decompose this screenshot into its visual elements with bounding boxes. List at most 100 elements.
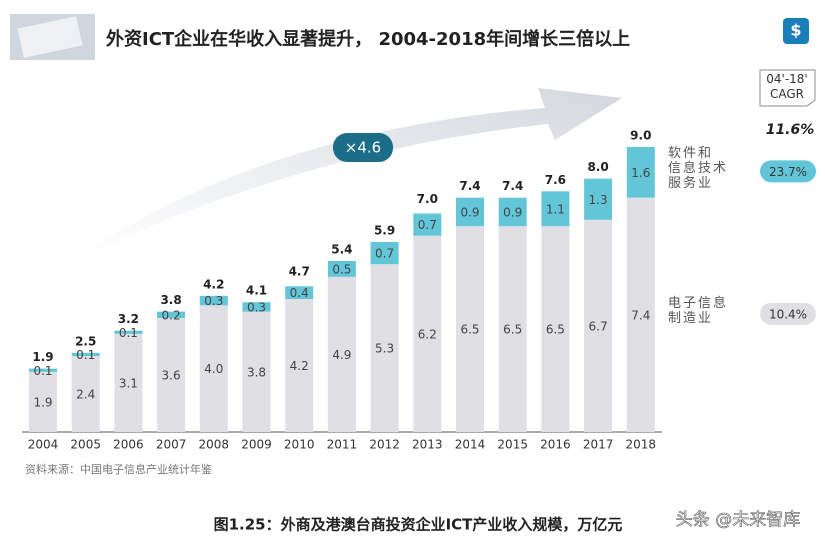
x-tick-label: 2007	[156, 438, 187, 452]
bar-segment	[157, 311, 186, 318]
x-tick-label: 2016	[540, 438, 571, 452]
bar-segment	[199, 305, 228, 432]
x-tick-label: 2008	[199, 438, 230, 452]
total-label: 3.8	[160, 293, 181, 307]
value-label: 0.5	[332, 262, 351, 276]
x-tick-label: 2018	[626, 438, 657, 452]
x-tick-label: 2013	[412, 438, 443, 452]
growth-arrow	[80, 88, 622, 258]
value-label: 0.3	[204, 294, 223, 308]
header-image-doc	[17, 16, 83, 58]
value-label: 1.1	[546, 202, 565, 216]
x-tick-label: 2017	[583, 438, 614, 452]
bar-segment	[327, 261, 356, 277]
value-label: 2.4	[76, 388, 95, 402]
dollar-icon-glyph: $	[790, 21, 801, 40]
title: 外资ICT企业在华收入显著提升， 2004-2018年间增长三倍以上	[106, 28, 630, 50]
total-label: 8.0	[587, 160, 608, 174]
value-label: 6.2	[418, 327, 437, 341]
value-label: 4.0	[204, 362, 223, 376]
bar-segment	[327, 276, 356, 432]
value-label: 0.1	[33, 364, 52, 378]
x-tick-label: 2005	[70, 438, 101, 452]
bar-segment	[626, 197, 655, 432]
value-label: 3.6	[162, 369, 181, 383]
value-label: 6.5	[503, 323, 522, 337]
total-label: 4.2	[203, 277, 224, 291]
value-label: 6.5	[460, 323, 479, 337]
bar-segment	[157, 318, 186, 432]
total-label: 9.0	[630, 129, 651, 143]
bar-segment	[29, 371, 57, 432]
x-tick-label: 2006	[113, 438, 144, 452]
value-label: 0.1	[76, 348, 95, 362]
x-tick-label: 2011	[327, 438, 358, 452]
legend-label: 电子信息 制造业	[668, 295, 729, 326]
value-label: 0.4	[290, 286, 309, 300]
total-label: 7.4	[502, 179, 523, 193]
value-label: 1.3	[589, 193, 608, 207]
value-label: 1.9	[33, 395, 52, 409]
total-label: 4.1	[246, 284, 267, 298]
x-tick-label: 2009	[241, 438, 272, 452]
value-label: 0.9	[503, 205, 522, 219]
bar-segment	[71, 356, 100, 432]
growth-label: ×4.6	[345, 139, 381, 157]
bar-segment	[584, 219, 613, 432]
bar-segment	[242, 311, 271, 432]
cagr-pill	[760, 302, 816, 325]
bar-segment	[541, 226, 570, 432]
bar-segment	[456, 226, 484, 432]
bar-segment	[456, 197, 484, 227]
cagr-pill	[760, 160, 816, 183]
bar-segment	[413, 235, 442, 432]
bar-segment	[626, 147, 655, 198]
bar-segment	[199, 295, 228, 306]
total-label: 1.9	[32, 350, 53, 364]
value-label: 5.3	[375, 342, 394, 356]
value-label: 0.7	[375, 247, 394, 261]
dollar-icon	[783, 18, 809, 44]
x-tick-label: 2010	[284, 438, 315, 452]
value-label: 3.8	[247, 365, 266, 379]
value-label: 6.5	[546, 323, 565, 337]
bar-segment	[370, 242, 399, 265]
growth-pill	[333, 133, 393, 162]
value-label: 0.1	[119, 326, 138, 340]
watermark: 头条 @未来智库	[676, 510, 800, 530]
value-label: 4.2	[290, 359, 309, 373]
bar-segment	[584, 178, 613, 220]
bar-segment	[498, 197, 527, 227]
value-label: 4.9	[332, 348, 351, 362]
total-label: 4.7	[289, 265, 310, 279]
bar-segment	[71, 352, 100, 356]
cagr-total: 11.6%	[766, 122, 815, 138]
value-label: 6.7	[589, 319, 608, 333]
total-label: 7.0	[417, 192, 438, 206]
bar-segment	[114, 333, 143, 432]
bar-segment	[285, 299, 314, 432]
series-cagr: 10.4%	[769, 307, 807, 321]
value-label: 0.7	[418, 218, 437, 232]
cagr-header: 04'-18' CAGR	[766, 72, 808, 101]
value-label: 0.2	[162, 308, 181, 322]
bar-segment	[541, 191, 570, 227]
x-tick-label: 2015	[497, 438, 528, 452]
x-tick-label: 2004	[28, 438, 59, 452]
cagr-box	[759, 69, 816, 107]
value-label: 7.4	[631, 308, 650, 322]
total-label: 7.6	[545, 173, 566, 187]
total-label: 3.2	[118, 312, 139, 326]
x-tick-label: 2012	[369, 438, 400, 452]
total-label: 5.4	[331, 243, 352, 257]
total-label: 2.5	[75, 334, 96, 348]
value-label: 3.1	[119, 376, 138, 390]
bar-segment	[498, 226, 527, 432]
caption: 图1.25：外商及港澳台商投资企业ICT产业收入规模，万亿元	[214, 516, 623, 534]
series-cagr: 23.7%	[769, 165, 807, 179]
bar-segment	[413, 213, 442, 236]
value-label: 0.3	[247, 300, 266, 314]
bar-segment	[285, 286, 314, 299]
